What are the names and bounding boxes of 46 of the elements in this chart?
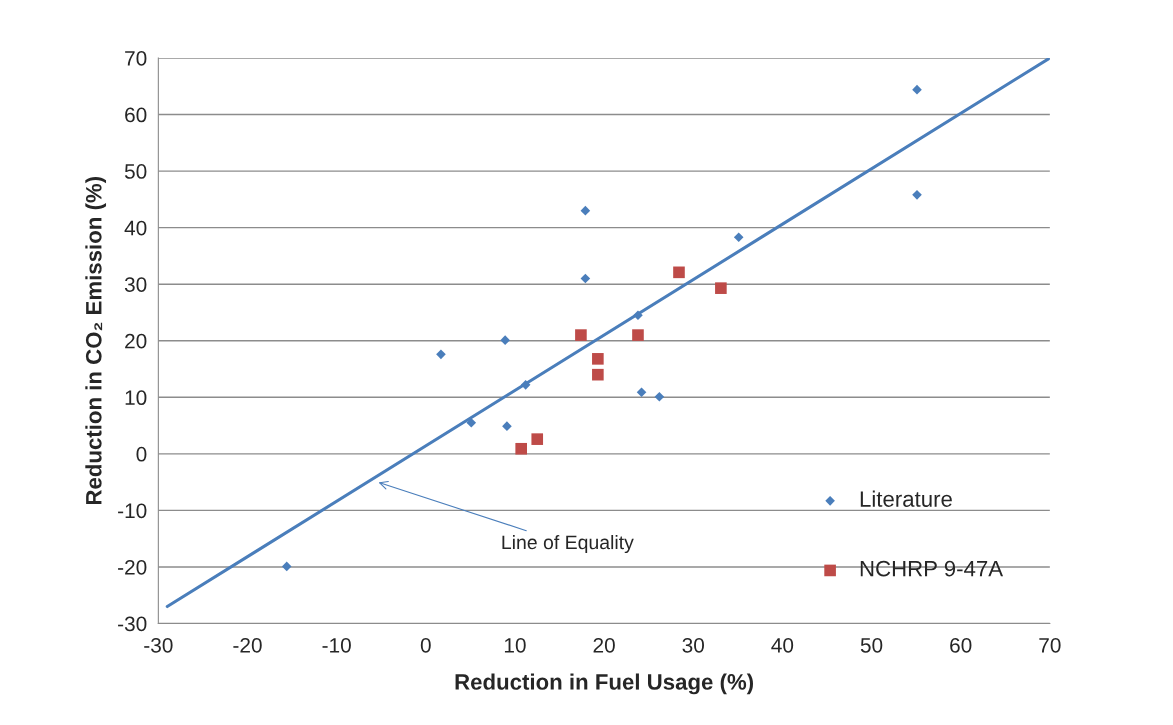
x-tick-label: 20 [593, 637, 615, 653]
x-tick-label: -10 [322, 637, 351, 653]
point [592, 353, 604, 365]
x-tick-label: 10 [504, 637, 526, 653]
point [580, 205, 591, 216]
point [592, 368, 604, 381]
annotation: Line of Equality [502, 535, 634, 554]
point [673, 266, 685, 279]
legend-label: Literature [860, 490, 952, 507]
point [502, 421, 512, 431]
y-tick-label: 50 [124, 164, 147, 179]
point [715, 282, 727, 294]
x-tick-label: 60 [950, 637, 972, 653]
point [633, 310, 643, 321]
point [636, 387, 647, 398]
point [531, 433, 544, 445]
x-tick-label: 50 [860, 637, 883, 653]
y-tick-label: 70 [125, 51, 147, 66]
point [500, 335, 510, 345]
point [520, 380, 531, 390]
y-tick-label: 10 [125, 390, 147, 406]
x-tick-label: -20 [233, 637, 262, 653]
point [281, 561, 292, 572]
y-tick-label: -30 [118, 616, 147, 632]
x-tick-label: 40 [771, 637, 794, 653]
y-tick-label: 30 [124, 277, 147, 292]
y-axis-title: Reduction in CO₂ Emission (%) [85, 177, 107, 505]
y-tick-label: 60 [125, 107, 147, 123]
point [436, 349, 446, 360]
point [912, 84, 922, 95]
point [632, 329, 644, 341]
y-tick-label: 20 [125, 333, 147, 349]
y-tick-label: -10 [118, 503, 147, 519]
y-tick-label: -20 [118, 559, 147, 575]
x-tick-label: 0 [420, 637, 431, 653]
y-tick-label: 0 [136, 446, 147, 462]
point [575, 329, 587, 341]
y-tick-label: 40 [124, 220, 147, 236]
x-axis-title: Reduction in Fuel Usage (%) [455, 673, 754, 695]
point [515, 442, 527, 455]
point [733, 232, 744, 243]
x-tick-label: -30 [144, 637, 173, 653]
legend-label: NCHRP 9-47A [860, 560, 1004, 577]
x-tick-label: 30 [682, 637, 705, 653]
point [654, 391, 665, 402]
x-tick-label: 70 [1039, 637, 1061, 653]
